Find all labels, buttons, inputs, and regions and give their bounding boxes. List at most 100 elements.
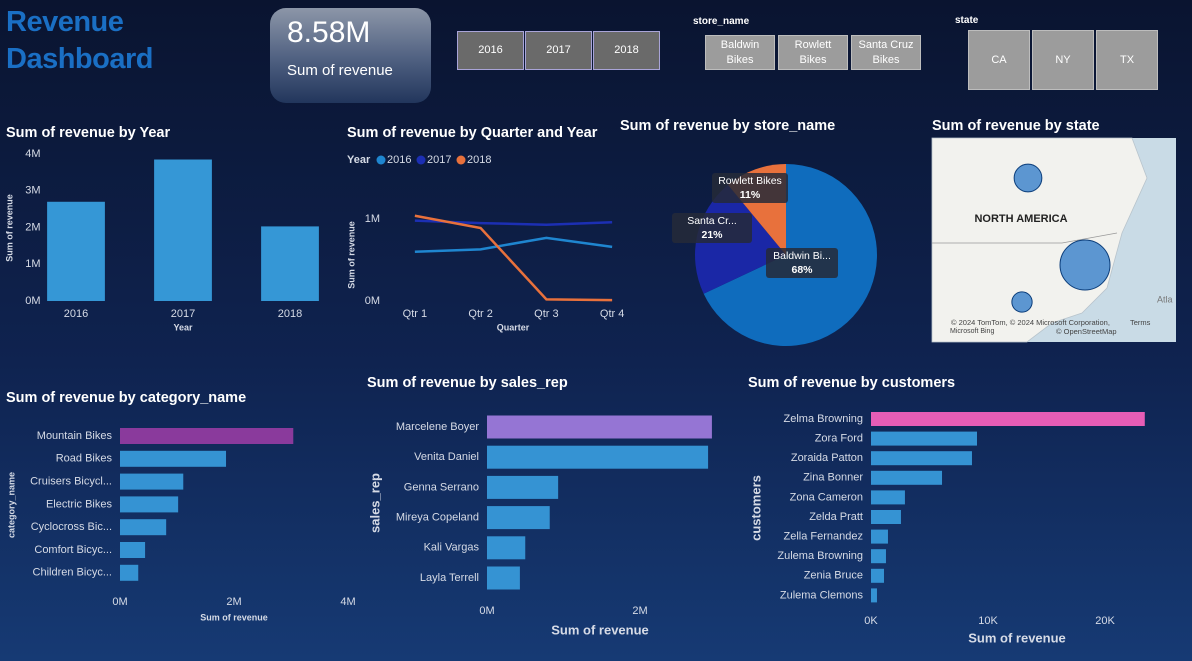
y-tick-label: 1M [365,213,380,225]
x-tick-label: 2016 [64,308,88,320]
x-tick-label: 2M [226,596,241,608]
y-tick-label: Venita Daniel [414,451,479,463]
y-tick-label: Marcelene Boyer [396,421,479,433]
y-tick-label: Zelma Browning [784,413,863,425]
data-label-value: 68% [791,264,813,276]
bar [47,201,105,301]
y-axis-label: Sum of revenue [346,221,356,289]
data-label-box [712,173,788,203]
y-tick-label: Mountain Bikes [37,430,113,442]
store-button[interactable]: Rowlett Bikes [778,35,848,70]
y-tick-label: Genna Serrano [404,481,479,493]
bar [487,475,559,499]
store-button[interactable]: Santa Cruz Bikes [851,35,921,70]
y-tick-label: Zoraida Patton [791,452,863,464]
map-bubble [1013,163,1043,193]
bar [261,226,319,301]
year-button[interactable]: 2018 [593,31,660,70]
x-axis-label: Quarter [497,322,530,332]
bar [871,470,943,485]
legend-label: 2018 [467,154,491,166]
y-tick-label: Electric Bikes [46,498,113,510]
x-tick-label: 0M [479,605,494,617]
x-axis-label: Year [173,322,193,332]
bar [120,496,179,513]
x-tick-label: 0K [864,615,878,627]
chart-title: Sum of revenue by Year [6,125,170,141]
x-tick-label: Qtr 4 [600,308,624,320]
slicer-header: state [955,15,979,26]
state-button[interactable]: NY [1032,30,1094,90]
y-tick-label: Cyclocross Bic... [31,521,112,533]
series-line [414,214,613,302]
y-axis-label: Sum of revenue [4,194,14,262]
bar [487,506,550,530]
x-tick-label: 20K [1095,615,1115,627]
bar [154,159,212,301]
x-tick-label: Qtr 1 [403,308,427,320]
map-bubble [1059,239,1111,291]
x-tick-label: 10K [978,615,998,627]
x-tick-label: Qtr 3 [534,308,558,320]
kpi-value: 8.58M [287,16,371,49]
y-tick-label: 2M [25,221,40,233]
dashboard-title: Revenue Dashboard [6,6,153,75]
map-border [932,232,1118,244]
y-tick-label: Zella Fernandez [784,531,864,543]
y-tick-label: Cruisers Bicycl... [30,476,112,488]
state-button[interactable]: CA [968,30,1030,90]
y-tick-label: 1M [25,258,40,270]
chart-title: Sum of revenue by Quarter and Year [347,125,598,141]
y-tick-label: 0M [25,295,40,307]
bar [871,451,972,466]
y-tick-label: 0M [365,295,380,307]
bar [871,431,978,446]
map-text: Terms [1130,318,1151,327]
y-tick-label: Zina Bonner [803,472,863,484]
x-axis-label: Sum of revenue [200,612,268,622]
y-tick-label: 3M [25,185,40,197]
y-tick-label: Zulema Clemons [780,589,864,601]
legend-label: 2016 [387,154,411,166]
bar [120,428,294,444]
bar [120,564,139,581]
map-text: © OpenStreetMap [1056,327,1117,336]
bar [487,415,712,439]
year-button[interactable]: 2017 [525,31,592,70]
y-axis-label: category_name [6,472,16,538]
map-text: NORTH AMERICA [974,213,1067,225]
series-line [414,236,613,254]
store-button[interactable]: Baldwin Bikes [705,35,775,70]
y-tick-label: Zenia Bruce [804,570,863,582]
chart-title: Sum of revenue by customers [748,375,955,391]
year-button[interactable]: 2016 [457,31,524,70]
y-tick-label: Zora Ford [815,433,863,445]
map-text: Microsoft Bing [950,328,994,335]
x-tick-label: 2017 [171,308,195,320]
y-axis-label: sales_rep [367,473,382,533]
bar [871,412,1145,426]
bar [120,542,146,558]
y-tick-label: 4M [25,148,40,160]
bar [120,473,184,490]
data-label-name: Santa Cr... [687,215,737,227]
x-axis-label: Sum of revenue [551,622,649,637]
y-tick-label: Zulema Browning [777,550,863,562]
state-button[interactable]: TX [1096,30,1158,90]
bar [871,588,877,603]
bar [871,490,905,505]
slicer-header: store_name [693,16,750,27]
legend-marker [416,155,426,165]
bar [487,566,520,590]
bar [120,450,227,467]
kpi-label: Sum of revenue [287,62,393,79]
data-label-value: 11% [740,189,761,201]
y-tick-label: Zona Cameron [790,491,863,503]
bar [871,568,884,583]
map-text: Atla [1157,294,1173,304]
data-label-name: Baldwin Bi... [773,250,831,262]
x-axis-label: Sum of revenue [968,630,1066,645]
data-label-box [766,248,838,278]
y-tick-label: Layla Terrell [420,572,479,584]
